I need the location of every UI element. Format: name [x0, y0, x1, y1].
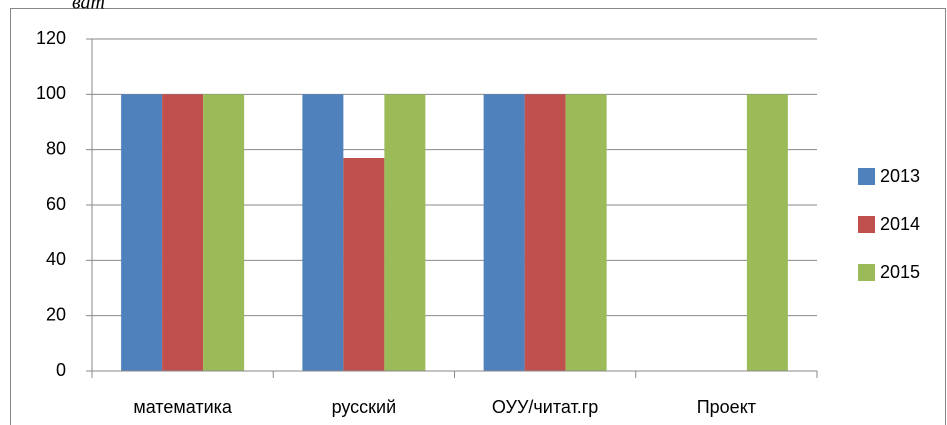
- x-tick-label: Проект: [697, 397, 756, 417]
- bar: [565, 94, 607, 371]
- chart-frame: [10, 8, 946, 425]
- legend-label: 2015: [880, 262, 920, 282]
- x-tick-label: русский: [332, 397, 397, 417]
- bar: [343, 157, 385, 371]
- annotation: ват: [72, 0, 105, 14]
- legend-swatch: [858, 216, 875, 233]
- bar: [384, 94, 426, 371]
- y-tick-label: 60: [46, 194, 66, 214]
- legend-label: 2013: [880, 166, 920, 186]
- x-tick-label: математика: [133, 397, 233, 417]
- bar: [483, 94, 525, 371]
- bar: [203, 94, 245, 371]
- legend-swatch: [858, 264, 875, 281]
- bar: [121, 94, 163, 371]
- y-tick-label: 80: [46, 138, 66, 158]
- y-tick-label: 40: [46, 249, 66, 269]
- legend-swatch: [858, 168, 875, 185]
- bar: [746, 94, 788, 371]
- bar: [302, 94, 344, 371]
- y-tick-label: 120: [36, 28, 66, 48]
- y-tick-label: 100: [36, 83, 66, 103]
- x-tick-label: ОУУ/читат.гр: [492, 397, 598, 417]
- legend-label: 2014: [880, 214, 920, 234]
- y-tick-label: 20: [46, 304, 66, 324]
- y-tick-label: 0: [56, 360, 66, 380]
- bar: [524, 94, 566, 371]
- bar: [162, 94, 204, 371]
